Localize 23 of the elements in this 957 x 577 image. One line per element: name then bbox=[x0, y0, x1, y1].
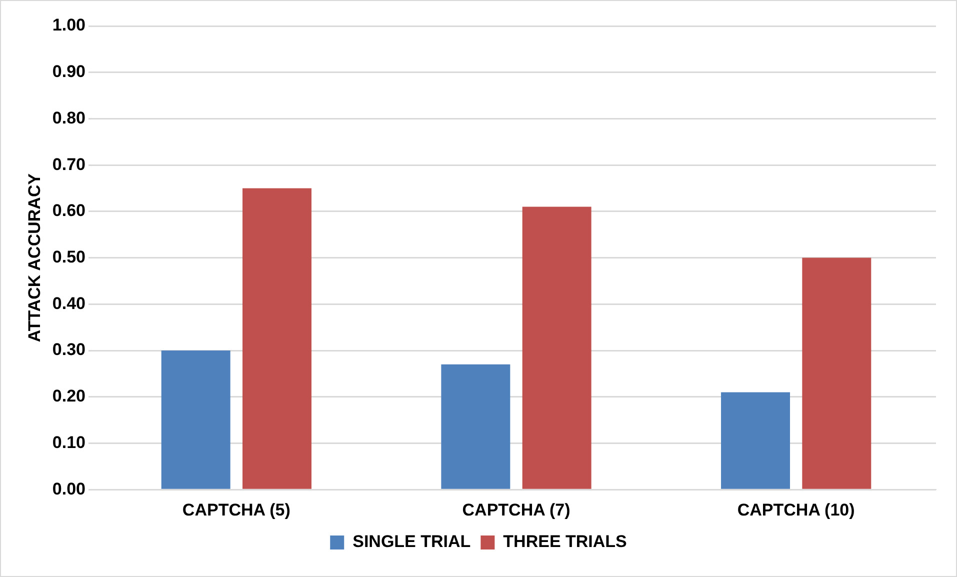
y-tick-label: 0.50 bbox=[52, 247, 86, 266]
y-tick-label: 0.70 bbox=[52, 154, 86, 174]
bar bbox=[242, 188, 312, 489]
bar bbox=[441, 364, 510, 489]
legend-label: THREE TRIALS bbox=[503, 532, 627, 552]
bar bbox=[522, 206, 592, 489]
y-tick-label: 0.00 bbox=[52, 479, 86, 498]
x-tick-label: CAPTCHA (7) bbox=[462, 500, 570, 520]
y-tick-label: 0.40 bbox=[52, 294, 86, 313]
y-axis-title: ATTACK ACCURACY bbox=[24, 172, 44, 342]
y-tick-label: 0.60 bbox=[52, 201, 86, 220]
y-tick-label: 0.20 bbox=[52, 386, 86, 406]
x-tick-label: CAPTCHA (5) bbox=[182, 500, 290, 520]
y-tick-label: 1.00 bbox=[52, 16, 86, 35]
legend-label: SINGLE TRIAL bbox=[352, 532, 471, 552]
bar bbox=[802, 258, 872, 489]
y-tick-label: 0.90 bbox=[52, 62, 86, 82]
bar bbox=[721, 392, 790, 489]
y-tick-label: 0.10 bbox=[52, 432, 86, 452]
bar bbox=[161, 350, 230, 489]
x-tick-label: CAPTCHA (10) bbox=[737, 500, 855, 520]
y-tick-label: 0.80 bbox=[52, 108, 86, 128]
y-tick-label: 0.30 bbox=[52, 340, 86, 360]
